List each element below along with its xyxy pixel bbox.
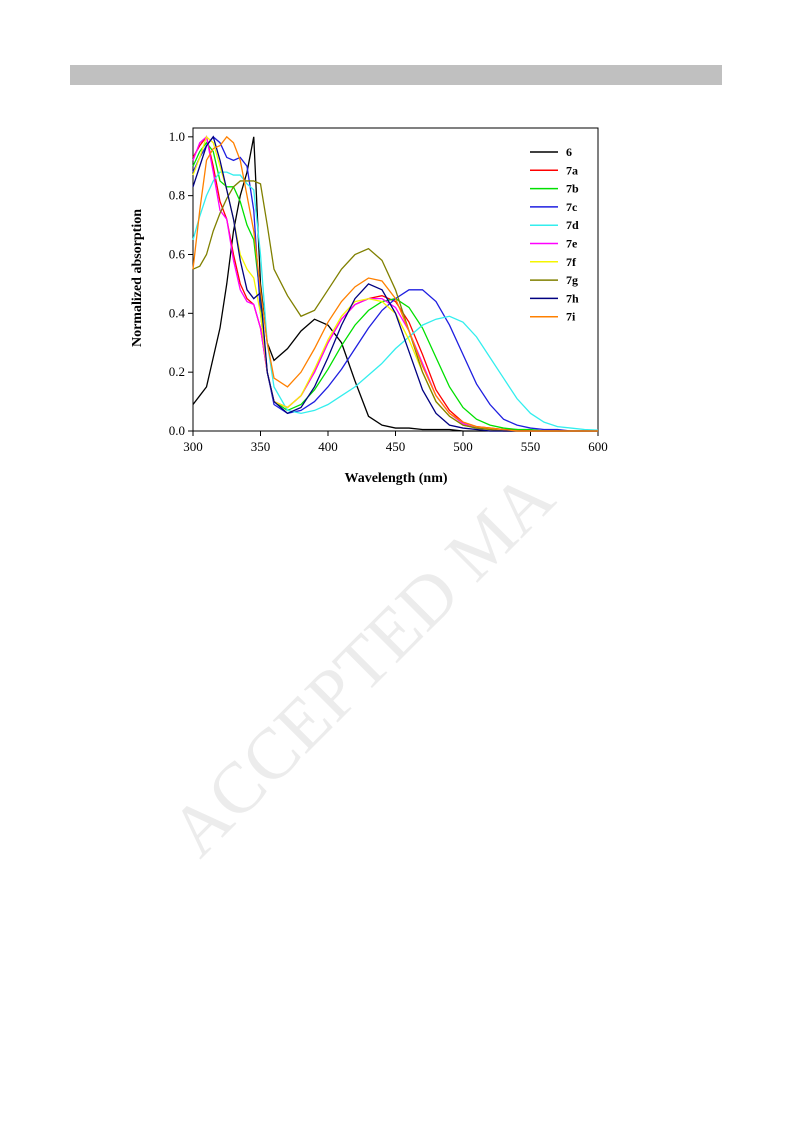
x-tick-label: 550 — [521, 439, 541, 454]
header-bar — [70, 65, 722, 85]
x-tick-label: 600 — [588, 439, 608, 454]
legend-label: 7i — [566, 310, 576, 324]
y-tick-label: 0.4 — [169, 305, 186, 320]
y-tick-label: 1.0 — [169, 129, 185, 144]
x-tick-label: 450 — [386, 439, 406, 454]
x-tick-label: 400 — [318, 439, 338, 454]
legend-label: 7e — [566, 237, 578, 251]
legend-label: 7a — [566, 163, 578, 177]
data-line — [192, 171, 599, 431]
y-tick-label: 0.6 — [169, 246, 186, 261]
legend-label: 7f — [566, 255, 577, 269]
legend-label: 7h — [566, 291, 579, 305]
legend-label: 7g — [566, 273, 578, 287]
legend-label: 6 — [566, 145, 572, 159]
watermark: ACCEPTED MA — [155, 457, 569, 871]
data-line — [192, 135, 598, 432]
data-line — [192, 141, 598, 432]
y-tick-label: 0.2 — [169, 364, 185, 379]
x-tick-label: 350 — [251, 439, 271, 454]
x-tick-label: 500 — [453, 439, 473, 454]
legend-label: 7b — [566, 182, 579, 196]
y-tick-label: 0.8 — [169, 188, 185, 203]
data-line — [192, 135, 598, 432]
x-axis-label: Wavelength (nm) — [344, 471, 447, 486]
x-tick-label: 300 — [183, 439, 203, 454]
legend-label: 7d — [566, 218, 579, 232]
y-axis-label: Normalized absorption — [130, 209, 145, 347]
y-tick-label: 0.0 — [169, 423, 185, 438]
legend-label: 7c — [566, 200, 578, 214]
